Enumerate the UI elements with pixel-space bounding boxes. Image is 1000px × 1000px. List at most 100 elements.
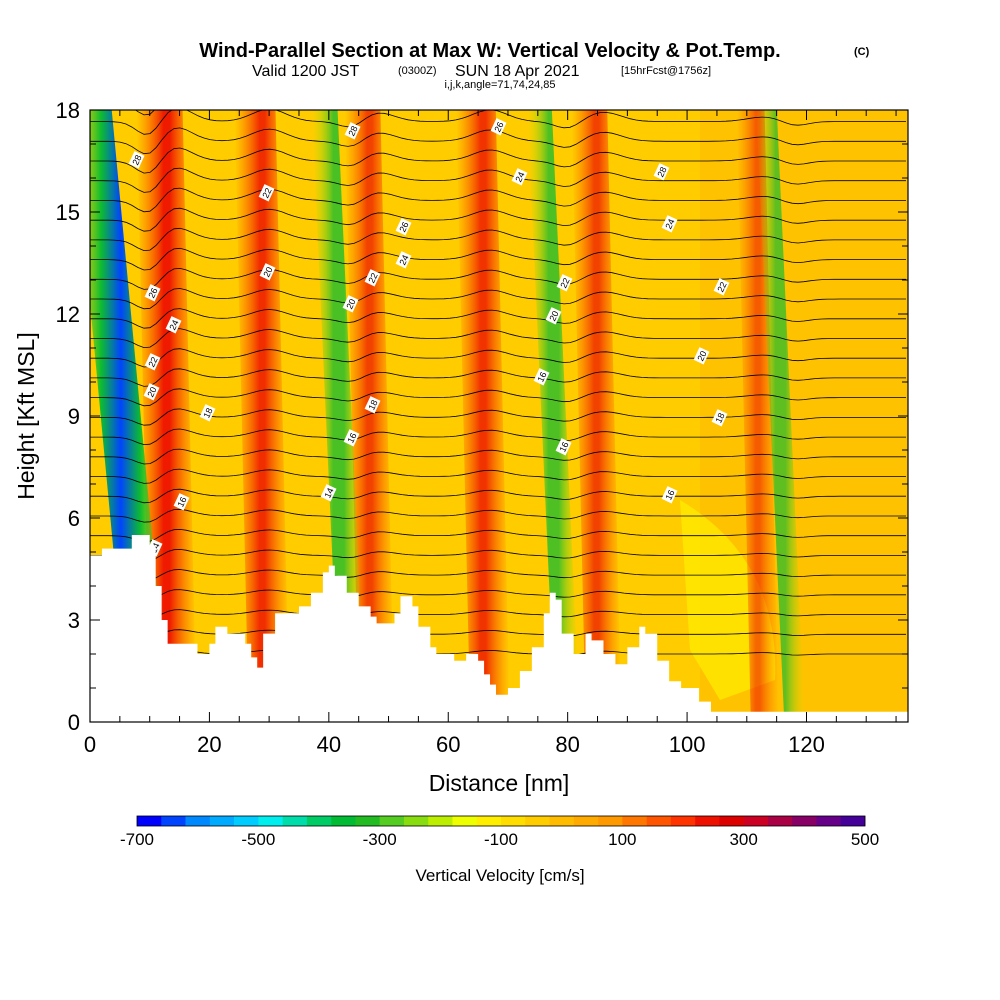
svg-text:28: 28 — [655, 165, 668, 178]
theta-contour — [90, 348, 906, 368]
svg-text:20: 20 — [261, 265, 274, 278]
theta-label: 16 — [661, 486, 678, 504]
x-tick-label: 0 — [84, 732, 96, 757]
x-tick-label: 40 — [317, 732, 341, 757]
chart-subtitle2: i,j,k,angle=71,74,24,85 — [444, 79, 555, 91]
svg-text:24: 24 — [663, 217, 676, 230]
y-tick-label: 0 — [68, 710, 80, 735]
colorbar-swatch — [695, 816, 720, 826]
theta-label: 22 — [556, 274, 573, 292]
svg-text:28: 28 — [346, 124, 359, 137]
theta-label: 20 — [259, 263, 276, 281]
colorbar-swatch — [306, 816, 332, 826]
svg-text:22: 22 — [366, 271, 379, 284]
theta-label: 22 — [144, 353, 161, 371]
y-tick-label: 12 — [56, 302, 80, 327]
colorbar-ticks: -700 -500 -300 -100 100 300 500 — [120, 830, 879, 849]
colorbar-swatch — [525, 816, 550, 826]
title-mark: (C) — [854, 46, 870, 58]
theta-label: 28 — [653, 163, 670, 181]
colorbar-swatch — [501, 816, 526, 826]
y-axis-label: Height [Kft MSL] — [13, 332, 39, 499]
theta-contour — [90, 288, 906, 310]
svg-text:26: 26 — [146, 286, 159, 299]
theta-label: 26 — [395, 218, 412, 236]
colorbar-swatch — [767, 816, 793, 826]
svg-text:22: 22 — [260, 186, 273, 199]
subtitle-utc: (0300Z) — [398, 65, 437, 77]
theta-contour — [90, 609, 906, 620]
colorbar-swatch — [355, 816, 380, 826]
subtitle-valid: Valid 1200 JST — [252, 63, 360, 80]
theta-contour — [90, 508, 906, 523]
colorbar-swatch — [234, 816, 259, 826]
svg-text:20: 20 — [547, 309, 560, 322]
svg-text:18: 18 — [366, 398, 379, 411]
svg-text:16: 16 — [345, 431, 358, 444]
y-tick-label: 18 — [56, 98, 80, 123]
downdraft-band-4 — [756, 110, 805, 722]
theta-label: 20 — [143, 383, 160, 401]
colorbar-swatch — [598, 816, 623, 826]
colorbar-swatch — [137, 816, 162, 826]
colorbar-swatch — [331, 816, 356, 826]
theta-contours — [90, 110, 906, 659]
svg-text:18: 18 — [201, 406, 214, 419]
theta-label: 20 — [693, 347, 710, 365]
theta-contour — [90, 110, 906, 135]
svg-text:14: 14 — [322, 486, 335, 499]
theta-contour — [90, 388, 906, 407]
colorbar-swatch — [719, 816, 744, 826]
svg-text:16: 16 — [663, 488, 676, 501]
theta-contour — [90, 408, 906, 426]
theta-contour — [90, 247, 906, 271]
theta-contour — [90, 147, 906, 174]
colorbar-tick-label: 300 — [729, 830, 757, 849]
theta-contour — [90, 227, 906, 252]
svg-text:22: 22 — [558, 276, 571, 289]
colorbar — [136, 815, 866, 827]
chart-title: Wind-Parallel Section at Max W: Vertical… — [199, 40, 780, 62]
x-axis-label: Distance [nm] — [429, 770, 570, 796]
colorbar-tick-label: -500 — [241, 830, 275, 849]
svg-text:22: 22 — [715, 280, 728, 293]
theta-label: 24 — [511, 168, 528, 186]
theta-label: 20 — [545, 307, 562, 325]
colorbar-frame — [136, 815, 866, 827]
colorbar-swatch — [428, 816, 453, 826]
theta-contour — [90, 428, 906, 446]
svg-text:18: 18 — [713, 411, 726, 424]
theta-contour — [90, 207, 906, 232]
colorbar-swatch — [670, 816, 696, 826]
subtitle-forecast: [15hrFcst@1756z] — [621, 65, 711, 77]
svg-text:16: 16 — [557, 440, 570, 453]
theta-label: 28 — [128, 151, 145, 169]
updraft-band-5 — [571, 110, 622, 722]
colorbar-swatch — [161, 816, 186, 826]
theta-contour — [90, 569, 906, 581]
theta-contour — [90, 468, 906, 484]
colorbar-swatch — [282, 816, 308, 826]
theta-label: 24 — [395, 251, 412, 269]
colorbar-swatch — [476, 816, 502, 826]
colorbar-label: Vertical Velocity [cm/s] — [415, 866, 584, 885]
theta-label: 18 — [364, 396, 381, 414]
svg-text:24: 24 — [397, 253, 410, 266]
theta-label: 16 — [173, 493, 190, 511]
theta-label: 18 — [199, 404, 216, 422]
svg-text:16: 16 — [535, 370, 548, 383]
theta-label: 16 — [555, 438, 572, 456]
x-tick-label: 20 — [197, 732, 221, 757]
theta-contour-labels: 1416182022202224262814161820222426281620… — [128, 118, 730, 557]
theta-label: 16 — [343, 429, 360, 447]
theta-label: 26 — [144, 284, 161, 302]
theta-label: 14 — [320, 484, 337, 502]
svg-text:22: 22 — [146, 355, 159, 368]
theta-contour — [90, 267, 906, 290]
chart-subtitle: Valid 1200 JST (0300Z) SUN 18 Apr 2021 [… — [252, 63, 711, 80]
colorbar-tick-label: -300 — [363, 830, 397, 849]
colorbar-tick-label: -100 — [484, 830, 518, 849]
svg-text:26: 26 — [492, 120, 505, 133]
y-tick-label: 6 — [68, 506, 80, 531]
